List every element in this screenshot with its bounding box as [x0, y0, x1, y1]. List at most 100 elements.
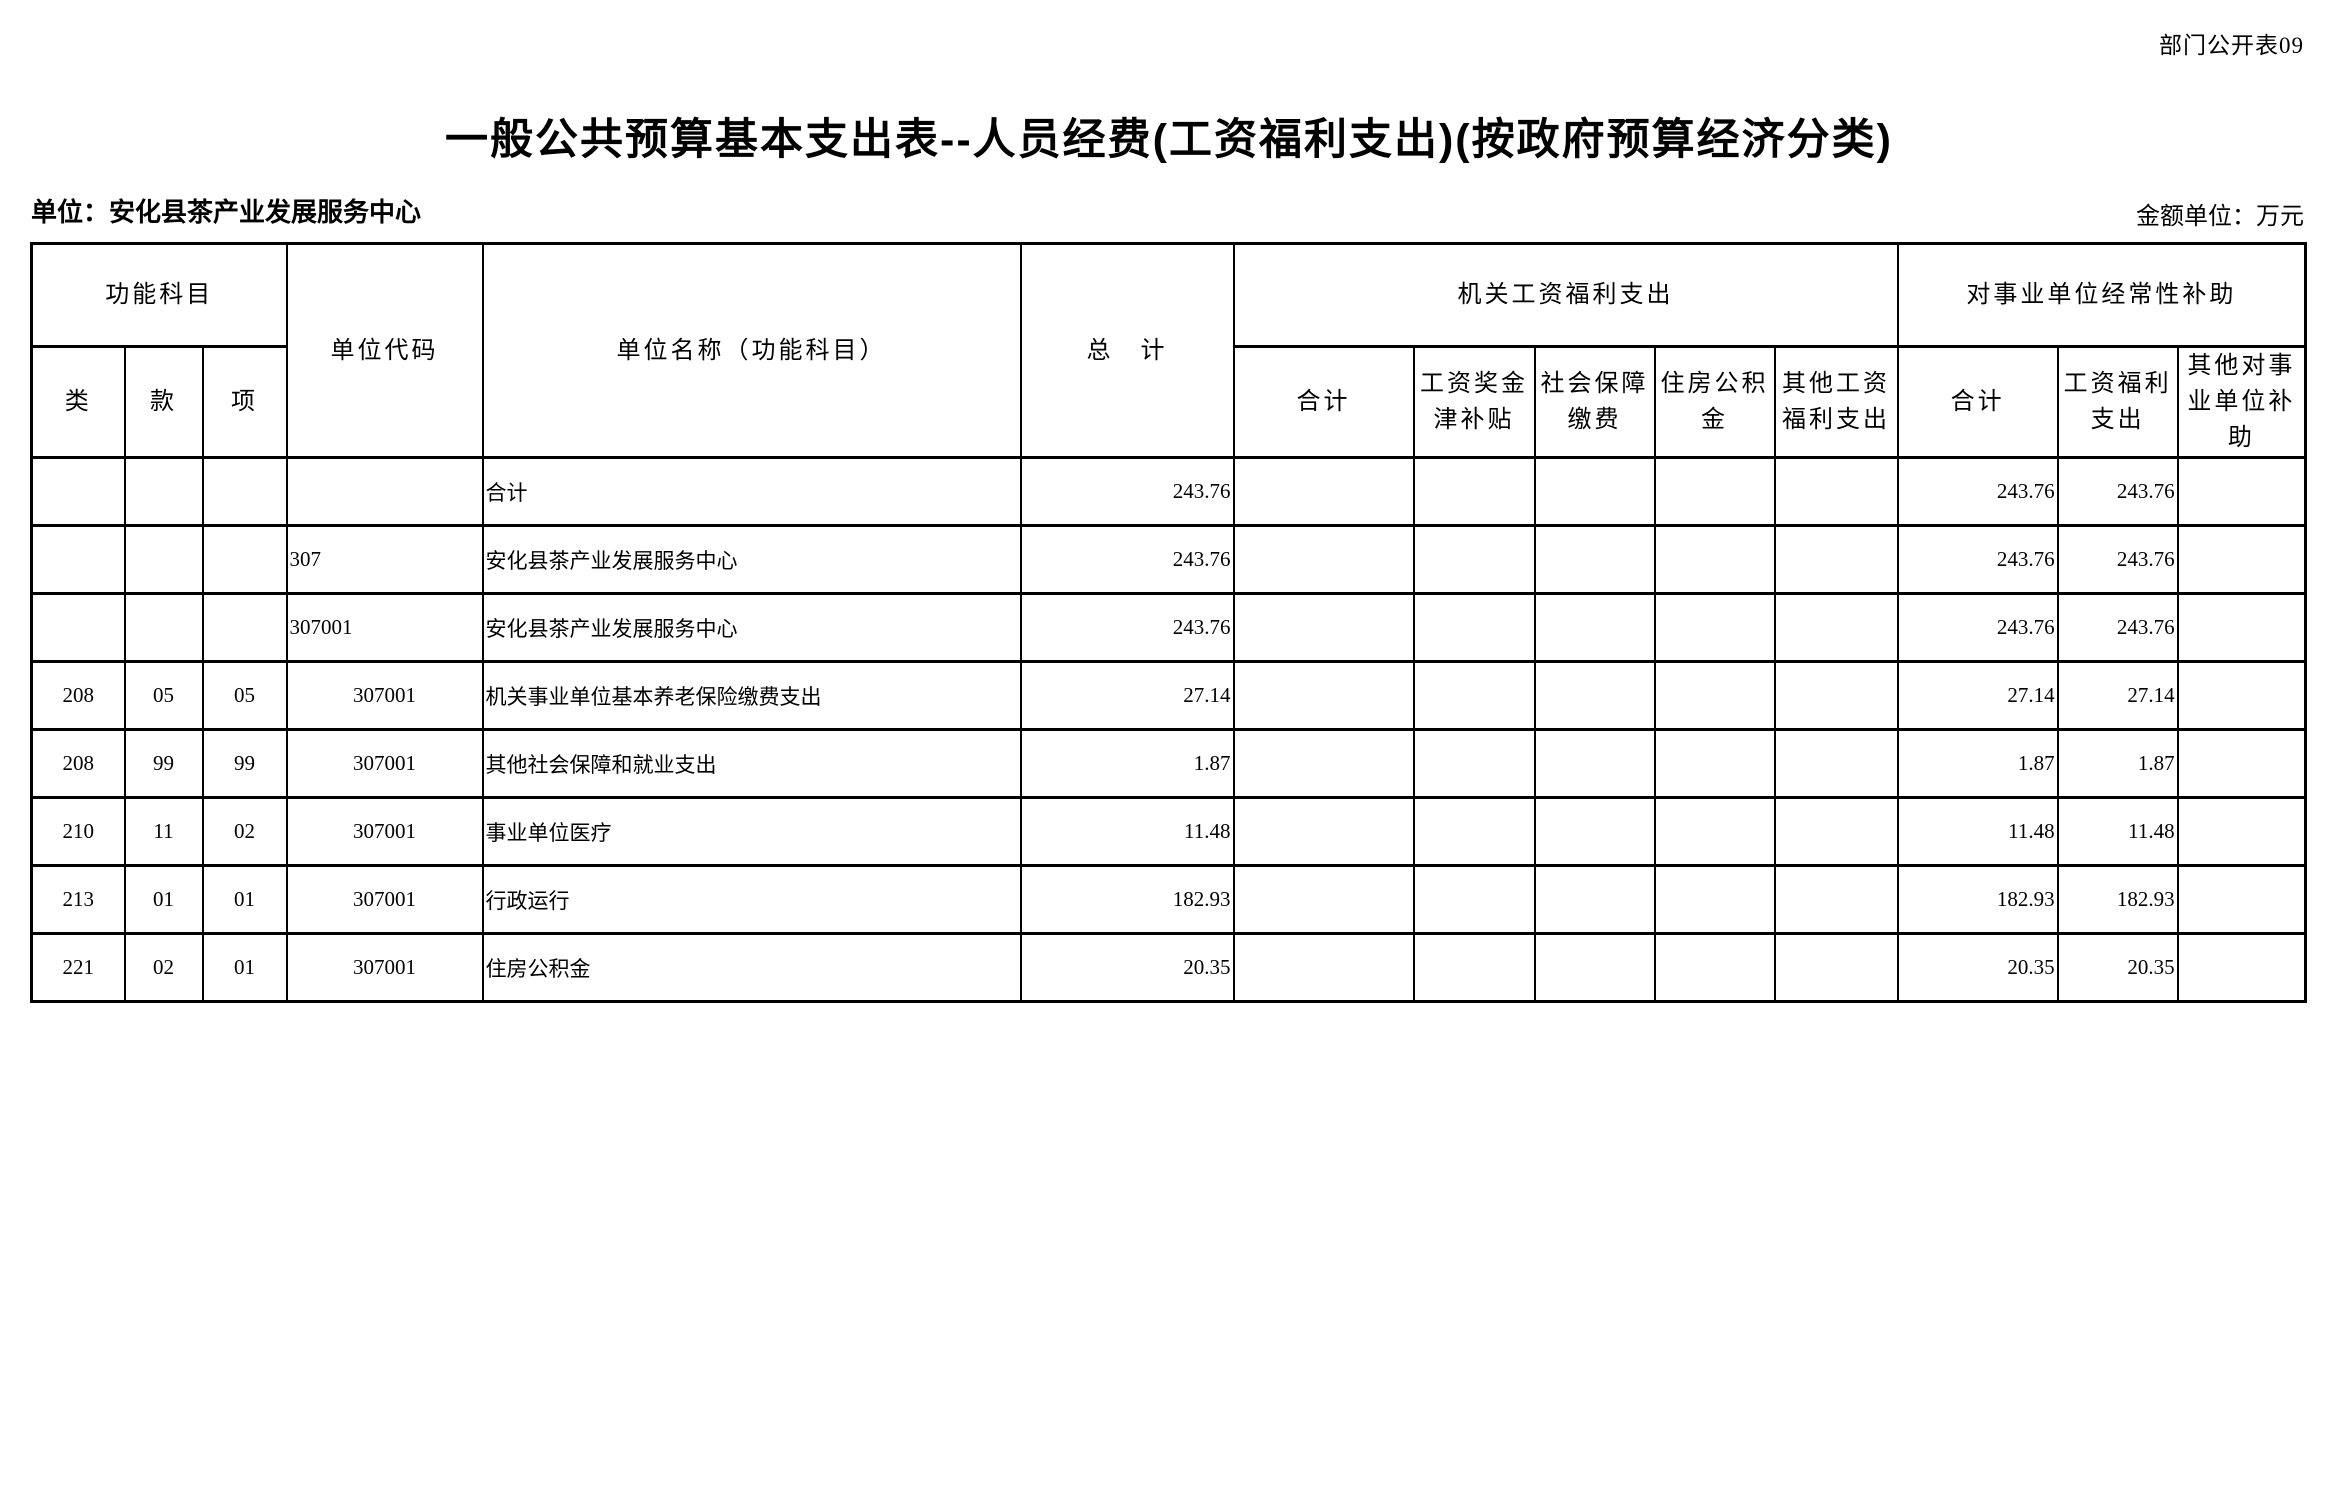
gov-housing-fund-cell: [1653, 796, 1776, 867]
gov-subtotal-cell: [1232, 796, 1415, 867]
header-unit-name: 单位名称（功能科目）: [481, 242, 1022, 459]
inst-wage-welfare-cell: 11.48: [2056, 796, 2179, 867]
gov-social-security-cell: [1533, 728, 1656, 799]
class-cell: [30, 592, 126, 663]
gov-social-security-cell: [1533, 660, 1656, 731]
unit-name-cell: 安化县茶产业发展服务中心: [481, 592, 1022, 663]
unit-code-cell: [285, 456, 484, 527]
header-item: 项: [201, 345, 288, 459]
table-body: 合计 243.76 243.76 243.76 307 安化县茶产业发展服务中心 243.7…: [30, 456, 2307, 1003]
grand-total-cell: 1.87: [1019, 728, 1235, 799]
inst-subtotal-cell: 11.48: [1896, 796, 2059, 867]
header-inst-subtotal: 合计: [1896, 345, 2059, 459]
item-cell: 01: [201, 864, 288, 935]
budget-table: 功能科目 单位代码 单位名称（功能科目） 总 计 机关工资福利支出 对事业单位经…: [30, 242, 2308, 1003]
unit-code-cell: 307001: [285, 796, 484, 867]
inst-other-subsidy-cell: [2176, 660, 2307, 731]
gov-housing-fund-cell: [1653, 864, 1776, 935]
unit-code-cell: 307001: [285, 592, 484, 663]
table-row: 221 02 01 307001 住房公积金 20.35 20.35 20.35: [30, 932, 2307, 1003]
class-cell: 221: [30, 932, 126, 1003]
inst-other-subsidy-cell: [2176, 592, 2307, 663]
gov-bonus-allowance-cell: [1412, 524, 1536, 595]
section-cell: 11: [123, 796, 204, 867]
gov-bonus-allowance-cell: [1412, 592, 1536, 663]
item-cell: 02: [201, 796, 288, 867]
gov-bonus-allowance-cell: [1412, 660, 1536, 731]
gov-housing-fund-cell: [1653, 592, 1776, 663]
inst-wage-welfare-cell: 243.76: [2056, 592, 2179, 663]
gov-subtotal-cell: [1232, 864, 1415, 935]
class-cell: 208: [30, 660, 126, 731]
item-cell: 01: [201, 932, 288, 1003]
item-cell: [201, 456, 288, 527]
section-cell: [123, 592, 204, 663]
unit-code-cell: 307001: [285, 864, 484, 935]
header-gov-social-security: 社会保障缴费: [1533, 345, 1656, 459]
gov-subtotal-cell: [1232, 660, 1415, 731]
gov-other-welfare-cell: [1773, 864, 1899, 935]
amount-unit-line: 金额单位：万元: [2136, 204, 2304, 230]
gov-housing-fund-cell: [1653, 932, 1776, 1003]
unit-name-cell: 事业单位医疗: [481, 796, 1022, 867]
gov-other-welfare-cell: [1773, 524, 1899, 595]
header-institution-subsidy-group: 对事业单位经常性补助: [1896, 242, 2307, 348]
inst-wage-welfare-cell: 243.76: [2056, 456, 2179, 527]
gov-social-security-cell: [1533, 456, 1656, 527]
header-gov-other-welfare: 其他工资福利支出: [1773, 345, 1899, 459]
table-row: 307 安化县茶产业发展服务中心 243.76 243.76 243.76: [30, 524, 2307, 595]
header-gov-housing-fund: 住房公积金: [1653, 345, 1776, 459]
gov-bonus-allowance-cell: [1412, 864, 1536, 935]
unit-code-cell: 307001: [285, 660, 484, 731]
gov-other-welfare-cell: [1773, 728, 1899, 799]
gov-housing-fund-cell: [1653, 456, 1776, 527]
inst-wage-welfare-cell: 1.87: [2056, 728, 2179, 799]
header-inst-wage-welfare: 工资福利支出: [2056, 345, 2179, 459]
header-function-subject-group: 功能科目: [30, 242, 288, 348]
gov-housing-fund-cell: [1653, 660, 1776, 731]
header-gov-wage-welfare-group: 机关工资福利支出: [1232, 242, 1899, 348]
unit-code-cell: 307: [285, 524, 484, 595]
gov-subtotal-cell: [1232, 456, 1415, 527]
inst-subtotal-cell: 182.93: [1896, 864, 2059, 935]
gov-social-security-cell: [1533, 592, 1656, 663]
inst-subtotal-cell: 243.76: [1896, 456, 2059, 527]
inst-other-subsidy-cell: [2176, 864, 2307, 935]
grand-total-cell: 182.93: [1019, 864, 1235, 935]
header-gov-subtotal: 合计: [1232, 345, 1415, 459]
item-cell: 99: [201, 728, 288, 799]
grand-total-cell: 243.76: [1019, 592, 1235, 663]
unit-code-cell: 307001: [285, 728, 484, 799]
inst-other-subsidy-cell: [2176, 932, 2307, 1003]
table-row: 208 05 05 307001 机关事业单位基本养老保险缴费支出 27.14 27.14 2…: [30, 660, 2307, 731]
grand-total-cell: 27.14: [1019, 660, 1235, 731]
gov-other-welfare-cell: [1773, 796, 1899, 867]
gov-other-welfare-cell: [1773, 660, 1899, 731]
inst-other-subsidy-cell: [2176, 728, 2307, 799]
inst-other-subsidy-cell: [2176, 456, 2307, 527]
gov-subtotal-cell: [1232, 728, 1415, 799]
table-row: 208 99 99 307001 其他社会保障和就业支出 1.87 1.87 1.87: [30, 728, 2307, 799]
gov-subtotal-cell: [1232, 524, 1415, 595]
gov-bonus-allowance-cell: [1412, 796, 1536, 867]
item-cell: [201, 592, 288, 663]
section-cell: [123, 456, 204, 527]
grand-total-cell: 20.35: [1019, 932, 1235, 1003]
class-cell: 213: [30, 864, 126, 935]
gov-social-security-cell: [1533, 796, 1656, 867]
gov-subtotal-cell: [1232, 932, 1415, 1003]
section-cell: 01: [123, 864, 204, 935]
inst-other-subsidy-cell: [2176, 524, 2307, 595]
section-cell: [123, 524, 204, 595]
table-header: 功能科目 单位代码 单位名称（功能科目） 总 计 机关工资福利支出 对事业单位经…: [30, 242, 2307, 459]
inst-wage-welfare-cell: 27.14: [2056, 660, 2179, 731]
gov-other-welfare-cell: [1773, 932, 1899, 1003]
section-cell: 05: [123, 660, 204, 731]
table-row: 213 01 01 307001 行政运行 182.93 182.93 182.93: [30, 864, 2307, 935]
class-cell: 210: [30, 796, 126, 867]
header-inst-other-subsidy: 其他对事业单位补助: [2176, 345, 2307, 459]
header-unit-code: 单位代码: [285, 242, 484, 459]
inst-subtotal-cell: 20.35: [1896, 932, 2059, 1003]
item-cell: 05: [201, 660, 288, 731]
doc-number-label: 部门公开表09: [2159, 33, 2304, 58]
